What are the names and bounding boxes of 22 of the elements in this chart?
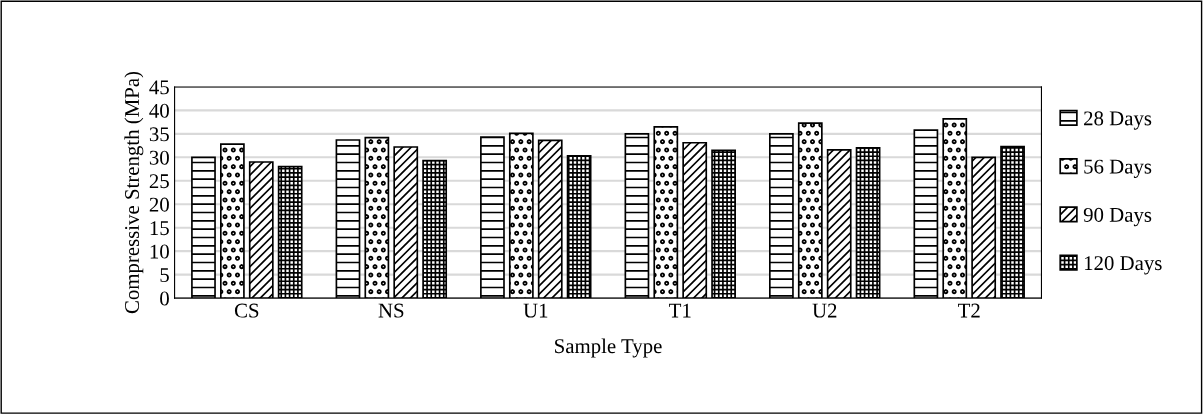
y-tick-label: 5 [160,268,169,283]
x-tick-label: CS [234,303,259,318]
y-tick-label: 35 [149,127,169,142]
y-tick-label: 0 [160,291,169,306]
y-tick-label: 40 [149,103,169,118]
legend-label: 90 Days [1083,207,1152,227]
y-tick-label: 30 [149,150,169,165]
x-tick-label: T1 [669,303,691,318]
x-tick-label: NS [378,303,404,318]
y-tick-label: 15 [150,221,169,236]
y-tick-label: 45 [149,80,169,95]
x-tick-label: T2 [958,303,980,318]
y-tick-label: 10 [150,244,169,259]
x-tick-label: U1 [523,303,548,318]
legend-label: 56 Days [1084,159,1152,178]
y-tick-label: 25 [149,174,169,189]
y-tick-label: 20 [149,197,169,212]
y-axis-title: Compressive Strength (MPa) [124,71,144,314]
legend-label: 120 Days [1084,256,1162,275]
x-tick-label: U2 [812,303,837,318]
legend-label: 28 Days [1084,111,1152,130]
x-axis-title: Sample Type [555,338,662,358]
